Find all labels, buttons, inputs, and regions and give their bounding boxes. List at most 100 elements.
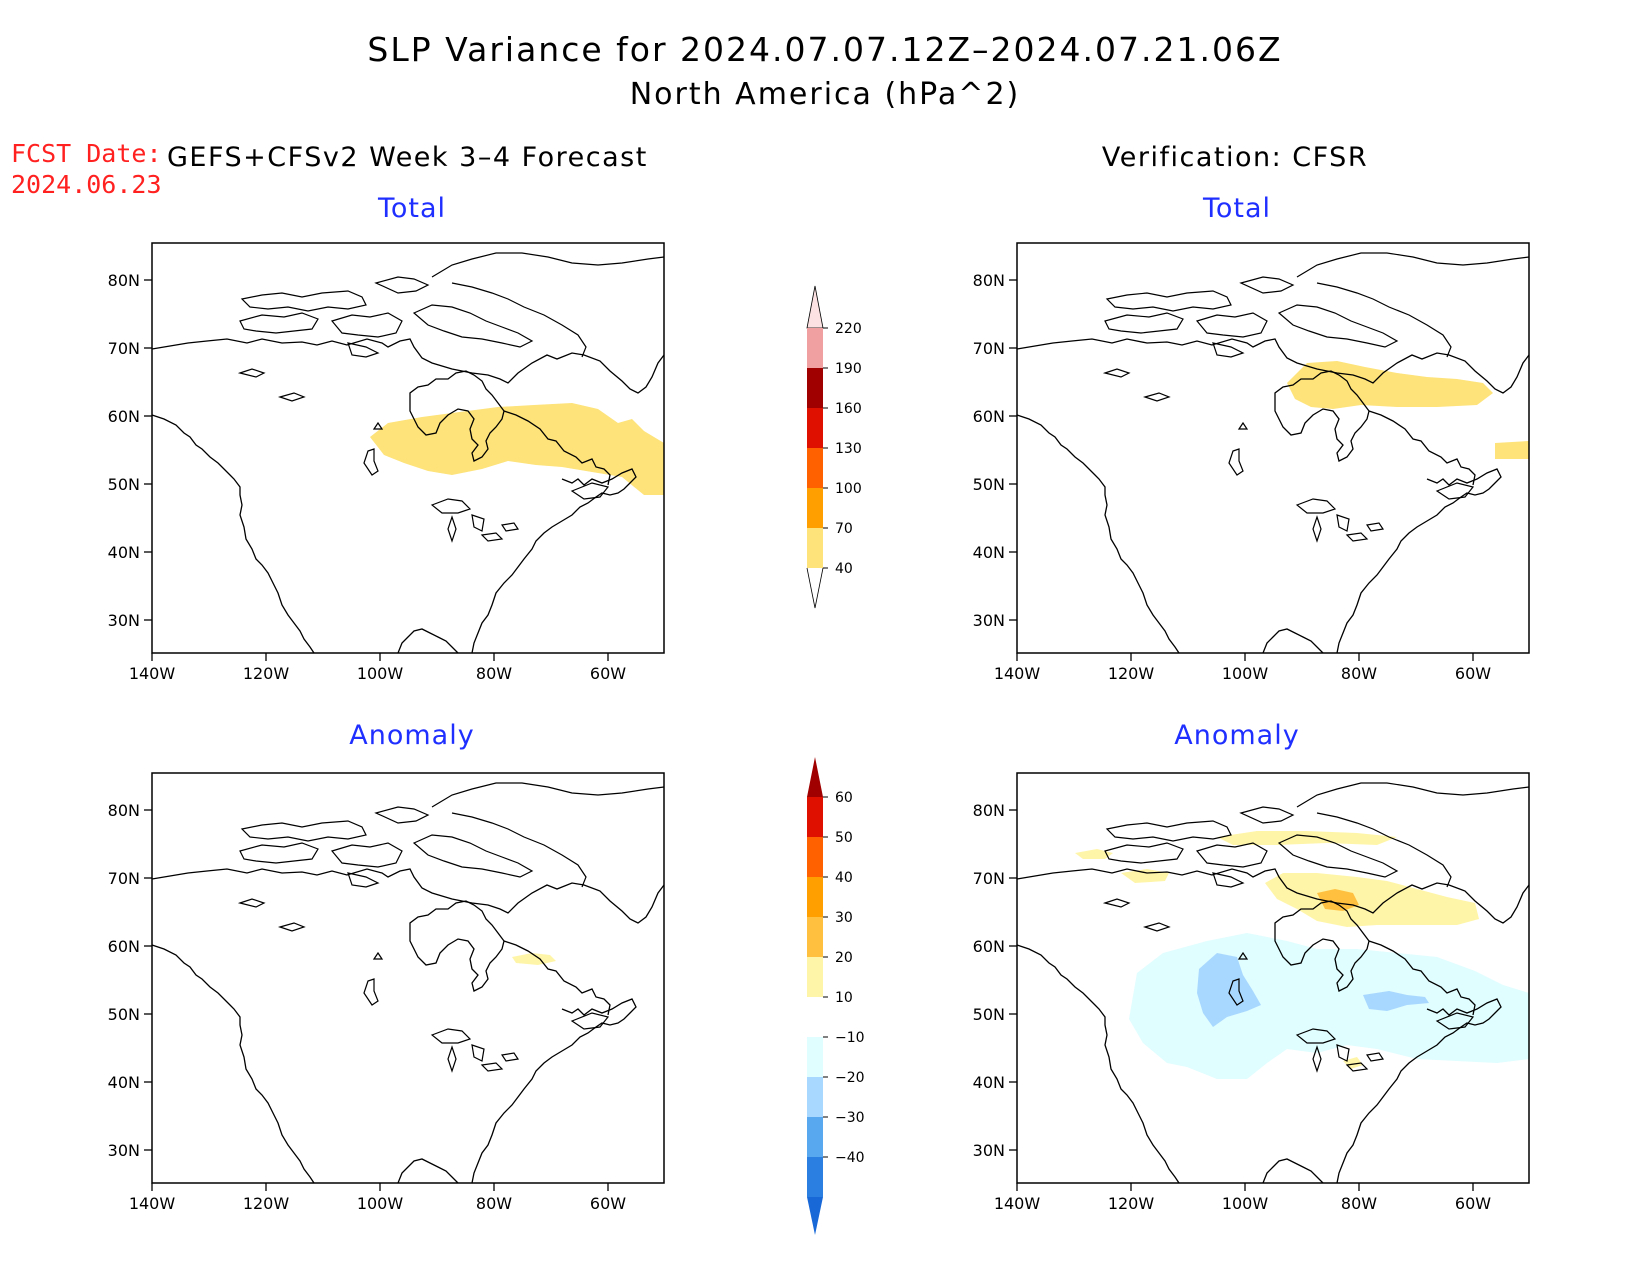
map-axes-layer: 140W 120W 100W 80W 60W 80N 70N 60N 50N 40N 30N 140W…: [108, 271, 1492, 1213]
lat-tick-label: 80N: [973, 271, 1005, 290]
anomaly-colorbar-segment: [807, 837, 823, 877]
anomaly-colorbar-bottom-arrow: [807, 1197, 823, 1235]
verification-total-map-background: [1017, 243, 1529, 653]
anomaly-colorbar-segment: [807, 1157, 823, 1197]
total-colorbar-segment: [807, 408, 823, 448]
lon-tick-label: 120W: [243, 1194, 290, 1213]
lon-tick-label: 100W: [357, 664, 404, 683]
lat-tick-label: 60N: [973, 407, 1005, 426]
total-colorbar-segment: [807, 328, 823, 368]
total-colorbar-top-arrow: [806, 285, 824, 329]
anomaly-colorbar-segment: [807, 997, 823, 1037]
anomaly-colorbar-label: 10: [835, 990, 853, 1006]
lat-tick-label: 40N: [108, 543, 140, 562]
lat-tick-label: 80N: [973, 801, 1005, 820]
total-colorbar-label: 70: [835, 521, 853, 537]
lat-tick-label: 60N: [108, 937, 140, 956]
lat-tick-label: 80N: [108, 801, 140, 820]
lat-tick-label: 80N: [108, 271, 140, 290]
model-label: GEFS+CFSv2 Week 3–4 Forecast: [167, 142, 648, 173]
anomaly-colorbar-label: 50: [835, 830, 853, 846]
verification-total-title: Total: [1202, 193, 1272, 224]
verification-anomaly-map: [1016, 772, 1530, 1184]
lon-tick-label: 80W: [476, 1194, 512, 1213]
forecast-total-variance-shading: [370, 403, 664, 495]
figure-subtitle: North America (hPa^2): [629, 77, 1021, 112]
anomaly-colorbar-segment: [807, 1117, 823, 1157]
lat-tick-label: 70N: [108, 339, 140, 358]
lon-tick-label: 60W: [1455, 664, 1491, 683]
lon-tick-label: 80W: [476, 664, 512, 683]
total-colorbar-label: 130: [835, 441, 862, 457]
lat-tick-label: 50N: [973, 1005, 1005, 1024]
lat-tick-label: 70N: [108, 869, 140, 888]
lon-tick-label: 100W: [357, 1194, 404, 1213]
forecast-total-map: [151, 242, 665, 654]
anomaly-colorbar-segment: [807, 797, 823, 837]
verification-total-map: [1016, 242, 1530, 654]
total-colorbar-label: 40: [835, 561, 853, 577]
verification-label: Verification: CFSR: [1101, 142, 1369, 173]
lat-tick-label: 70N: [973, 869, 1005, 888]
total-colorbar: 220 190 160 130 100 70 40: [806, 285, 862, 609]
verification-total-shading-east: [1495, 441, 1529, 459]
lat-tick-label: 70N: [973, 339, 1005, 358]
lon-tick-label: 100W: [1222, 1194, 1269, 1213]
lon-tick-label: 100W: [1222, 664, 1269, 683]
anomaly-colorbar-label: −40: [835, 1150, 865, 1166]
anomaly-colorbar-top-arrow: [807, 757, 823, 797]
forecast-anomaly-map: [151, 772, 665, 1184]
verification-anomaly-negative-20-east: [1363, 991, 1429, 1011]
total-colorbar-label: 160: [835, 401, 862, 417]
forecast-anomaly-map-background: [152, 773, 664, 1183]
lon-tick-label: 60W: [1455, 1194, 1491, 1213]
lon-tick-label: 140W: [994, 1194, 1041, 1213]
lat-tick-label: 50N: [973, 475, 1005, 494]
lat-tick-label: 40N: [973, 543, 1005, 562]
lat-tick-label: 60N: [973, 937, 1005, 956]
forecast-total-frame: [151, 242, 665, 654]
lat-tick-label: 50N: [108, 1005, 140, 1024]
anomaly-colorbar-segment: [807, 1037, 823, 1077]
total-colorbar-segment: [807, 368, 823, 408]
figure-title: SLP Variance for 2024.07.07.12Z–2024.07.…: [367, 30, 1283, 69]
lat-tick-label: 30N: [108, 1141, 140, 1160]
anomaly-colorbar-label: 60: [835, 790, 853, 806]
anomaly-colorbar-segment: [807, 957, 823, 997]
lon-tick-label: 120W: [243, 664, 290, 683]
anomaly-colorbar-segment: [807, 917, 823, 957]
verification-anomaly-positive-20: [1317, 889, 1359, 911]
lat-tick-label: 40N: [973, 1073, 1005, 1092]
lon-tick-label: 140W: [129, 664, 176, 683]
lon-tick-label: 140W: [994, 664, 1041, 683]
lat-tick-label: 30N: [973, 611, 1005, 630]
total-colorbar-segment: [807, 448, 823, 488]
anomaly-colorbar-label: −20: [835, 1070, 865, 1086]
lon-tick-label: 120W: [1108, 664, 1155, 683]
forecast-date-label: FCST Date:: [11, 139, 162, 168]
forecast-anomaly-title: Anomaly: [349, 720, 475, 751]
verification-anomaly-title: Anomaly: [1174, 720, 1300, 751]
forecast-anomaly-shading: [512, 953, 556, 965]
total-colorbar-label: 100: [835, 481, 862, 497]
total-colorbar-label: 220: [835, 321, 862, 337]
verification-anomaly-negative-20-west: [1197, 953, 1261, 1027]
lat-tick-label: 30N: [973, 1141, 1005, 1160]
forecast-date-block: FCST Date: 2024.06.23: [11, 138, 162, 200]
anomaly-colorbar: 60 50 40 30 20 10 −10 −20 −30 −40: [807, 757, 865, 1235]
anomaly-colorbar-label: −10: [835, 1030, 865, 1046]
verification-anomaly-positive-10-arctic-north: [1217, 831, 1397, 845]
anomaly-colorbar-segment: [807, 1077, 823, 1117]
total-colorbar-segment: [807, 528, 823, 568]
lon-tick-label: 120W: [1108, 1194, 1155, 1213]
verification-anomaly-positive-10-hudson: [1265, 873, 1479, 927]
verification-anomaly-positive-10-arctic-west: [1075, 849, 1113, 859]
anomaly-colorbar-label: 20: [835, 950, 853, 966]
anomaly-colorbar-label: −30: [835, 1110, 865, 1126]
lat-tick-label: 50N: [108, 475, 140, 494]
lon-tick-label: 140W: [129, 1194, 176, 1213]
forecast-date-value: 2024.06.23: [11, 170, 162, 199]
lon-tick-label: 60W: [590, 664, 626, 683]
total-colorbar-bottom-arrow: [806, 567, 824, 609]
